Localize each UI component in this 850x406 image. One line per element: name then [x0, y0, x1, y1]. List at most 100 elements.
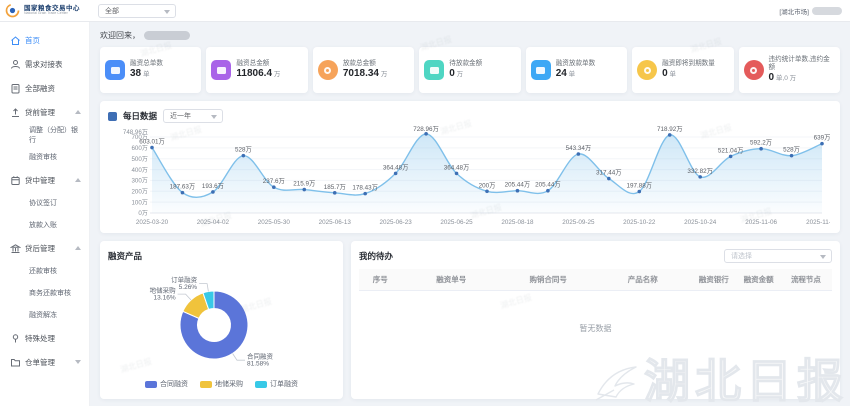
chevron-down-icon	[211, 115, 218, 119]
svg-text:728.96万: 728.96万	[413, 125, 439, 133]
sidebar-group-in-loan[interactable]: 贷中管理	[0, 168, 89, 192]
sidebar-item-financing-unfreeze[interactable]: 融资解冻	[29, 312, 57, 319]
todo-title: 我的待办	[359, 251, 394, 261]
welcome-message: 欢迎回来，	[100, 30, 840, 41]
svg-text:300万: 300万	[131, 178, 148, 185]
folder-icon	[105, 60, 125, 80]
sidebar-group-pre-loan[interactable]: 贷前管理	[0, 100, 89, 124]
todo-filter-select[interactable]: 请选择	[724, 249, 832, 263]
svg-text:178.43万: 178.43万	[352, 184, 378, 192]
in-loan-icon	[10, 175, 21, 186]
svg-text:400万: 400万	[131, 167, 148, 174]
sidebar-item-home[interactable]: 首页	[0, 28, 89, 52]
svg-text:2025-03-20: 2025-03-20	[136, 219, 169, 226]
svg-text:2025-06-13: 2025-06-13	[319, 219, 352, 226]
sidebar-item-repayment-review[interactable]: 还款审核	[29, 268, 57, 275]
chevron-down-icon	[820, 255, 826, 259]
svg-text:700万: 700万	[131, 134, 148, 141]
sidebar-item-agreement-signing[interactable]: 协议签订	[29, 200, 57, 207]
market-tag: [湖北市场]	[779, 8, 809, 16]
stat-card-default: 违约统计单数,违约金额 0 单,0 万	[738, 47, 840, 93]
financing-products-panel: 融资产品 合同融资 81.58% 地储采购 13.16% 订单融资 5.26% 合同融资 …	[100, 241, 343, 399]
sidebar-item-demand-table[interactable]: 需求对接表	[0, 52, 89, 76]
warehouse-icon	[10, 357, 21, 368]
sidebar-group-post-loan[interactable]: 贷后管理	[0, 236, 89, 260]
welcome-name-redacted	[144, 31, 190, 40]
user-name-redacted[interactable]	[812, 6, 842, 15]
svg-text:600万: 600万	[131, 145, 148, 152]
svg-text:2025-11-06: 2025-11-06	[745, 219, 777, 226]
svg-text:197.88万: 197.88万	[626, 182, 652, 190]
pie-title: 融资产品	[108, 251, 143, 261]
sidebar-group-warehouse-receipt[interactable]: 仓单管理	[0, 350, 89, 374]
svg-text:2025-05-30: 2025-05-30	[258, 219, 291, 226]
main-content: 欢迎回来， 融资总单数 38 单 融资总金额 11806.4 万 放款总金额 7…	[90, 22, 850, 406]
sidebar-item-business-repayment-review[interactable]: 商务还款审核	[29, 290, 71, 297]
special-icon	[10, 333, 21, 344]
chevron-down-icon	[164, 9, 170, 14]
svg-text:205.44万: 205.44万	[535, 181, 561, 189]
pre-loan-icon	[10, 107, 21, 118]
svg-text:543.34万: 543.34万	[566, 144, 592, 152]
svg-text:5.26%: 5.26%	[179, 284, 198, 291]
svg-text:2025-11-18: 2025-11-18	[806, 219, 830, 226]
svg-text:528万: 528万	[235, 146, 252, 154]
sidebar-item-all-financing[interactable]: 全部融资	[0, 76, 89, 100]
market-scope-select[interactable]: 全部	[98, 3, 176, 18]
daily-data-title: 每日数据	[123, 111, 158, 121]
svg-text:2025-10-22: 2025-10-22	[623, 219, 656, 226]
chevron-up-icon	[75, 110, 81, 114]
empty-state-text: 暂无数据	[579, 324, 612, 333]
svg-text:187.63万: 187.63万	[170, 183, 196, 191]
svg-text:317.44万: 317.44万	[596, 169, 622, 177]
stat-card-loan-orders: 融资放款单数 24 单	[525, 47, 628, 93]
clock-icon	[743, 60, 764, 80]
sidebar-item-adjust-bank[interactable]: 调整（分配）银行	[29, 127, 78, 144]
svg-text:100万: 100万	[131, 199, 148, 206]
date-range-select[interactable]: 近一年	[163, 109, 224, 123]
legend-item-contract[interactable]: 合同融资	[145, 379, 188, 389]
todo-table-header: 序号 融资单号 购销合同号 产品名称 融资银行 融资金额 流程节点	[359, 269, 832, 291]
legend-item-order[interactable]: 订单融资	[255, 379, 298, 389]
bell-icon	[637, 60, 658, 80]
svg-text:205.44万: 205.44万	[505, 181, 531, 189]
stat-cards-row: 融资总单数 38 单 融资总金额 11806.4 万 放款总金额 7018.34…	[100, 47, 840, 93]
svg-text:0万: 0万	[138, 210, 148, 217]
money-icon	[211, 60, 232, 80]
svg-text:地储采购: 地储采购	[150, 286, 177, 295]
svg-text:603.01万: 603.01万	[139, 138, 165, 146]
svg-text:718.92万: 718.92万	[657, 125, 683, 133]
svg-text:2025-04-02: 2025-04-02	[197, 219, 230, 226]
sidebar-item-financing-review[interactable]: 融资审核	[29, 154, 57, 161]
sidebar-item-special-handling[interactable]: 特殊处理	[0, 326, 89, 350]
chevron-up-icon	[75, 178, 81, 182]
svg-text:500万: 500万	[131, 156, 148, 163]
legend-item-local-storage[interactable]: 地储采购	[200, 379, 243, 389]
logo-title: 国家粮食交易中心	[24, 4, 80, 12]
stat-card-loaned-amount: 放款总金额 7018.34 万	[312, 47, 415, 93]
svg-text:332.82万: 332.82万	[687, 167, 713, 175]
chevron-down-icon	[75, 360, 81, 364]
svg-text:528万: 528万	[783, 146, 800, 154]
svg-text:364.48万: 364.48万	[383, 163, 409, 171]
svg-text:81.58%: 81.58%	[247, 361, 269, 368]
svg-text:592.2万: 592.2万	[750, 139, 772, 147]
svg-text:237.6万: 237.6万	[263, 177, 285, 185]
pie-legend: 合同融资 地储采购 订单融资	[108, 379, 335, 389]
stat-card-total-orders: 融资总单数 38 单	[100, 47, 202, 93]
coin-icon	[317, 60, 338, 80]
loan-doc-icon	[530, 60, 551, 80]
svg-text:200万: 200万	[479, 181, 496, 189]
home-icon	[10, 35, 21, 46]
market-scope-value: 全部	[105, 7, 119, 15]
svg-text:2025-06-25: 2025-06-25	[440, 219, 473, 226]
chart-icon	[108, 111, 117, 121]
svg-text:364.48万: 364.48万	[444, 163, 470, 171]
sidebar-item-loan-entry[interactable]: 放款入账	[29, 222, 57, 229]
top-header: 国家粮食交易中心 National Grain Trade Center 全部 …	[0, 0, 850, 22]
svg-text:639万: 639万	[814, 134, 830, 142]
person-icon	[10, 59, 21, 70]
chevron-up-icon	[75, 246, 81, 250]
